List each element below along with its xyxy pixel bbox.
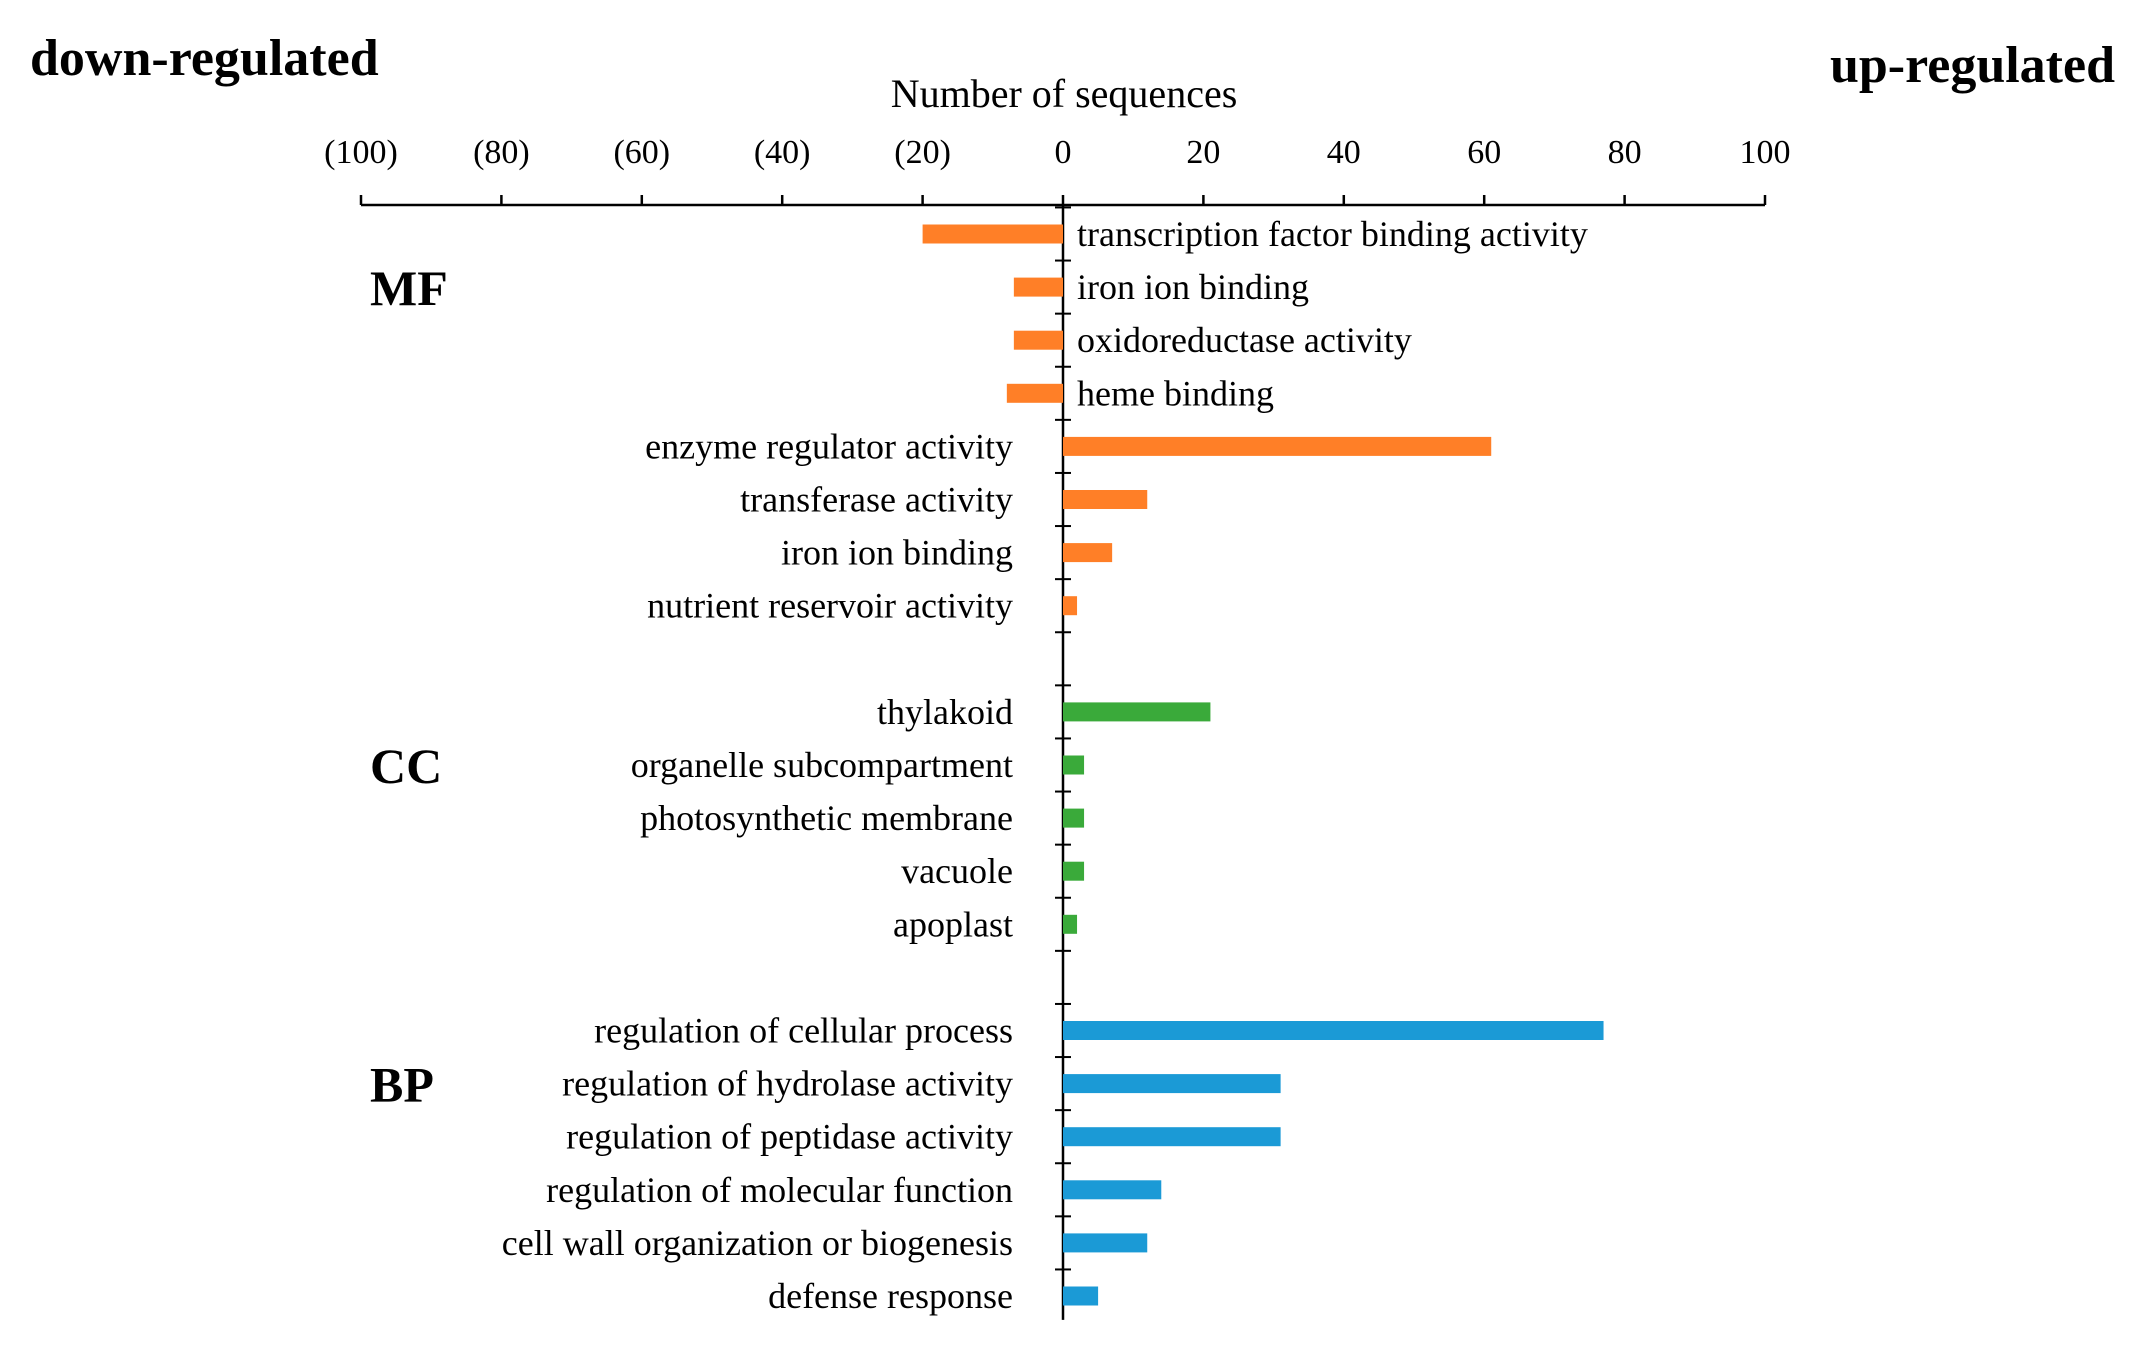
category-label: regulation of peptidase activity	[566, 1117, 1013, 1157]
category-label: enzyme regulator activity	[645, 426, 1013, 466]
x-tick-label: 100	[1740, 134, 1791, 171]
category-label: regulation of molecular function	[546, 1170, 1013, 1210]
bar	[1013, 277, 1063, 297]
bar	[1063, 755, 1085, 775]
x-tick-label: 0	[1055, 134, 1072, 171]
bar	[1063, 808, 1085, 828]
x-tick-label: (100)	[324, 134, 398, 171]
down-regulated-label: down-regulated	[30, 30, 379, 87]
category-label: thylakoid	[877, 692, 1013, 732]
category-label: defense response	[768, 1276, 1013, 1316]
x-tick-label: (80)	[473, 134, 530, 171]
category-label: oxidoreductase activity	[1077, 320, 1412, 360]
category-label: heme binding	[1077, 373, 1274, 413]
category-label: transferase activity	[740, 480, 1013, 520]
bar	[1063, 436, 1492, 456]
group-labels: MF CC BP	[370, 260, 448, 1113]
bar	[1063, 1074, 1281, 1094]
category-labels: transcription factor binding activity iro…	[502, 214, 1588, 1316]
bar	[1063, 490, 1148, 509]
category-label: apoplast	[893, 904, 1013, 944]
x-tick-label: 80	[1608, 134, 1642, 171]
category-label: iron ion binding	[781, 533, 1013, 573]
x-tick-label: 60	[1467, 134, 1501, 171]
category-label: iron ion binding	[1077, 267, 1309, 307]
group-label-cc: CC	[370, 738, 442, 794]
bar	[1063, 1127, 1281, 1147]
category-label: organelle subcompartment	[631, 745, 1013, 785]
bar	[1006, 383, 1063, 403]
bar	[1063, 1286, 1099, 1306]
category-label: nutrient reservoir activity	[647, 586, 1013, 626]
category-label: transcription factor binding activity	[1077, 214, 1588, 254]
x-tick-label: (20)	[894, 134, 951, 171]
x-tick-label: 40	[1327, 134, 1361, 171]
x-tick-label: (60)	[613, 134, 670, 171]
x-tick-label: 20	[1186, 134, 1220, 171]
bar	[1063, 543, 1113, 563]
bar	[1063, 1021, 1604, 1040]
bar	[1063, 596, 1078, 616]
x-axis: (100) (80) (60) (40) (20) 0 20 40 60 80 100	[324, 134, 1791, 1320]
bar	[1063, 1233, 1148, 1253]
category-label: regulation of hydrolase activity	[562, 1064, 1013, 1104]
x-axis-title: Number of sequences	[891, 71, 1238, 116]
bar	[1063, 914, 1078, 934]
x-tick-label: (40)	[754, 134, 811, 171]
up-regulated-label: up-regulated	[1830, 37, 2115, 94]
bar	[1063, 861, 1085, 881]
group-label-bp: BP	[370, 1057, 434, 1113]
bar	[1063, 1180, 1162, 1200]
bar	[1013, 330, 1063, 350]
category-label: regulation of cellular process	[594, 1011, 1013, 1051]
category-label: cell wall organization or biogenesis	[502, 1223, 1013, 1263]
category-label: vacuole	[901, 851, 1013, 891]
category-label: photosynthetic membrane	[640, 798, 1013, 838]
bar	[922, 224, 1063, 244]
bars	[922, 224, 1604, 1306]
group-label-mf: MF	[370, 260, 448, 316]
bar	[1063, 702, 1211, 722]
